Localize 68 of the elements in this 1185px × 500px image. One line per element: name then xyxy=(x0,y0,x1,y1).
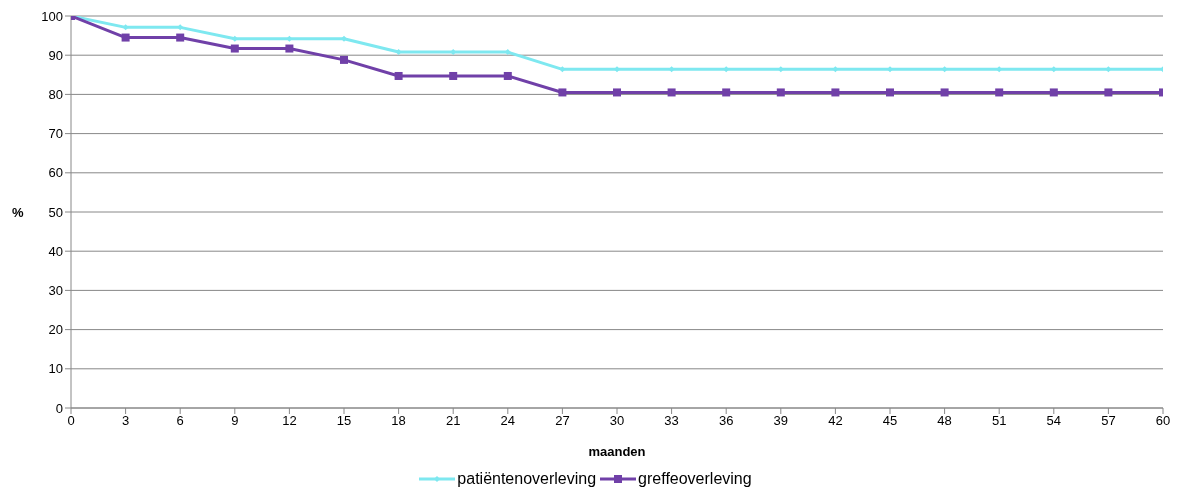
point xyxy=(722,88,731,97)
x-tick-label: 54 xyxy=(1046,413,1062,429)
point xyxy=(667,88,676,97)
point xyxy=(941,66,948,73)
point xyxy=(614,66,620,73)
point xyxy=(395,49,402,56)
y-axis-title: % xyxy=(12,204,24,220)
x-axis-title: maanden xyxy=(588,444,646,459)
legend-label: patiëntenoverleving xyxy=(456,470,597,488)
x-tick-label: 21 xyxy=(445,413,461,429)
point xyxy=(559,66,566,73)
x-tick-label: 6 xyxy=(176,413,184,429)
y-tick-label: 70 xyxy=(48,126,63,142)
x-tick-label: 57 xyxy=(1101,413,1116,429)
point xyxy=(176,33,185,42)
point xyxy=(995,88,1004,97)
x-tick-label: 18 xyxy=(391,413,406,429)
point xyxy=(613,88,621,97)
point xyxy=(121,33,130,42)
y-tick-label: 100 xyxy=(41,8,63,24)
point xyxy=(285,44,294,53)
point xyxy=(1049,88,1058,97)
x-tick-label: 42 xyxy=(828,413,843,429)
x-tick-label: 27 xyxy=(555,413,570,429)
point xyxy=(394,71,403,80)
x-tick-label: 0 xyxy=(67,413,75,429)
legend-label: greffeoverleving xyxy=(637,470,752,488)
point xyxy=(231,35,238,42)
point xyxy=(503,71,512,80)
point xyxy=(776,88,785,97)
point xyxy=(831,88,840,97)
y-tick-label: 40 xyxy=(48,243,63,259)
point xyxy=(1105,66,1112,73)
y-tick-label: 90 xyxy=(48,47,63,63)
x-tick-label: 9 xyxy=(231,413,239,429)
x-tick-label: 24 xyxy=(500,413,516,429)
x-tick-label: 30 xyxy=(609,413,625,429)
point xyxy=(230,44,239,53)
y-tick-label: 60 xyxy=(48,165,63,181)
point xyxy=(177,24,184,31)
point xyxy=(340,55,348,64)
y-tick-label: 0 xyxy=(55,400,63,416)
point xyxy=(887,66,893,73)
x-tick-label: 60 xyxy=(1155,413,1171,429)
point xyxy=(668,66,675,73)
point xyxy=(449,71,458,80)
x-tick-label: 48 xyxy=(937,413,952,429)
y-tick-label: 30 xyxy=(48,283,63,299)
x-tick-label: 12 xyxy=(282,413,297,429)
point xyxy=(832,66,839,73)
x-tick-label: 33 xyxy=(664,413,679,429)
y-tick-label: 80 xyxy=(48,87,63,103)
x-tick-label: 45 xyxy=(882,413,898,429)
point xyxy=(886,88,894,97)
y-tick-label: 50 xyxy=(48,204,63,220)
point xyxy=(1104,88,1113,97)
y-tick-label: 20 xyxy=(48,322,63,338)
x-tick-label: 51 xyxy=(991,413,1007,429)
x-tick-label: 15 xyxy=(336,413,352,429)
point xyxy=(558,88,567,97)
point xyxy=(122,24,129,31)
x-tick-label: 39 xyxy=(773,413,789,429)
point xyxy=(940,88,949,97)
x-tick-label: 36 xyxy=(718,413,734,429)
point xyxy=(341,35,347,42)
y-tick-label: 10 xyxy=(48,361,63,377)
x-tick-label: 3 xyxy=(121,413,130,429)
point xyxy=(286,35,293,42)
